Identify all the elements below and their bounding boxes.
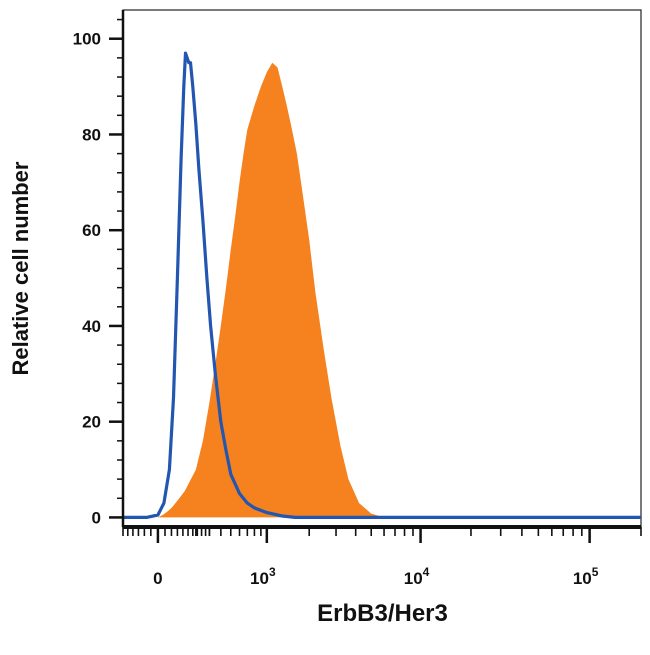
plot-frame [122, 9, 642, 528]
x-tick-label: 105 [573, 565, 599, 588]
x-tick-exponent: 3 [269, 565, 276, 579]
x-tick-exponent: 5 [592, 565, 599, 579]
y-tick-label: 100 [73, 30, 101, 49]
series-0-filled-histogram [146, 62, 641, 518]
y-tick-label: 0 [92, 508, 101, 527]
x-tick-label: 104 [404, 565, 430, 588]
y-tick-label: 20 [82, 413, 101, 432]
y-tick-label: 60 [82, 221, 101, 240]
x-tick-label: 0 [153, 569, 162, 588]
y-axis-label: Relative cell number [8, 161, 33, 376]
y-tick-label: 80 [82, 125, 101, 144]
y-tick-label: 40 [82, 317, 101, 336]
x-axis-label: ErbB3/Her3 [317, 600, 448, 627]
x-tick-label: 103 [250, 565, 276, 588]
series-1-outline-histogram [123, 51, 641, 519]
x-tick-exponent: 4 [423, 565, 430, 579]
